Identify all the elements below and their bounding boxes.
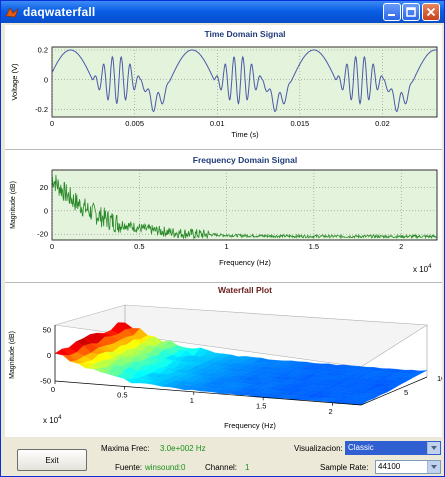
time-plot-area (51, 46, 438, 118)
waterfall-ylabel: Magnitude (dB) (9, 331, 16, 379)
close-button[interactable] (422, 3, 440, 21)
plots-svg: Time Domain Signal 0 0.005 0.01 0.015 0.02 0.… (5, 25, 445, 437)
freq-xtick-label: 1 (225, 242, 229, 251)
title-bar[interactable]: daqwaterfall (1, 1, 444, 23)
visualization-label: Visualizacion: (294, 444, 343, 453)
time-xlabel: Time (s) (231, 130, 259, 139)
time-ticks: 0 0.005 0.01 0.015 0.020.20-0.2 (35, 45, 390, 128)
freq-xtick-label: 0.5 (134, 242, 144, 251)
close-icon (426, 7, 436, 17)
exit-button[interactable]: Exit (17, 449, 87, 471)
waterfall-xtick-label: 1 (190, 396, 194, 405)
waterfall-ytick-label: 50 (43, 326, 51, 335)
waterfall-xtick-label: 0 (51, 385, 55, 394)
maximize-icon (406, 7, 416, 17)
chevron-down-icon[interactable] (427, 461, 440, 473)
maximize-button[interactable] (402, 3, 420, 21)
waterfall-xlabel: Frequency (Hz) (224, 421, 276, 430)
time-plot-title: Time Domain Signal (204, 29, 285, 39)
waterfall-xtick-label: 0.5 (117, 390, 127, 399)
max-freq-value: 3.0e+002 Hz (160, 444, 206, 453)
time-xtick-label: 0.01 (210, 119, 225, 128)
channel-value: 1 (245, 463, 250, 472)
time-ytick-label: -0.2 (35, 105, 48, 114)
channel-label: Channel: (205, 463, 238, 472)
time-xtick-label: 0 (50, 119, 54, 128)
time-ytick-label: 0.2 (38, 45, 48, 54)
freq-ytick-label: -20 (37, 230, 48, 239)
source-value: winsound:0 (145, 463, 186, 472)
waterfall-xtick-label: 1.5 (256, 401, 266, 410)
figure-canvas: Time Domain Signal 0 0.005 0.01 0.015 0.02 0.… (5, 25, 445, 437)
freq-exponent-power: 4 (428, 264, 432, 270)
freq-xtick-label: 0 (50, 242, 54, 251)
control-panel: Exit Maxima Frec: 3.0e+002 Hz Fuente: wi… (5, 438, 442, 476)
freq-ytick-label: 0 (44, 206, 48, 215)
sample-rate-selected: 44100 (378, 462, 401, 471)
waterfall-axes (54, 325, 428, 406)
time-signal-line (51, 49, 438, 113)
max-freq-label: Maxima Frec: (101, 444, 150, 453)
waterfall-ytick-label: 0 (47, 351, 51, 360)
waterfall-surface (54, 322, 428, 405)
waterfall-depth-label: 5 (404, 388, 408, 397)
source-label: Fuente: (115, 463, 143, 472)
matlab-icon (5, 7, 19, 18)
waterfall-depth-label: 10 (437, 374, 442, 383)
time-ytick-label: 0 (44, 75, 48, 84)
time-xtick-label: 0.005 (125, 119, 144, 128)
time-xtick-label: 0.02 (375, 119, 390, 128)
time-ylabel: Voltage (V) (10, 63, 19, 101)
freq-signal-line (51, 174, 438, 240)
waterfall-plot-title: Waterfall Plot (218, 285, 272, 295)
visualization-selected: Classic (348, 443, 374, 452)
chevron-down-icon[interactable] (427, 442, 440, 454)
minimize-button[interactable] (383, 3, 401, 21)
time-grid (51, 47, 437, 117)
waterfall-xtick-label: 2 (328, 407, 332, 416)
sample-rate-select[interactable]: 44100 (375, 460, 441, 474)
freq-grid (51, 170, 437, 240)
freq-xtick-label: 2 (399, 242, 403, 251)
freq-exponent: x 104 (413, 264, 432, 274)
minimize-icon (388, 14, 395, 16)
freq-plot-title: Frequency Domain Signal (193, 155, 297, 165)
waterfall-exponent: x 104 (43, 415, 62, 425)
freq-ytick-label: 20 (40, 183, 48, 192)
sample-rate-label: Sample Rate: (320, 463, 369, 472)
waterfall-exponent-power: 4 (58, 415, 62, 421)
freq-ylabel: Magnitude (dB) (10, 181, 17, 229)
time-xtick-label: 0.015 (290, 119, 309, 128)
visualization-select[interactable]: Classic (345, 441, 441, 455)
freq-xlabel: Frequency (Hz) (219, 258, 271, 267)
waterfall-ytick-label: -50 (40, 377, 51, 386)
freq-plot-area (51, 169, 438, 241)
window-title: daqwaterfall (23, 5, 96, 19)
freq-xtick-label: 1.5 (309, 242, 319, 251)
